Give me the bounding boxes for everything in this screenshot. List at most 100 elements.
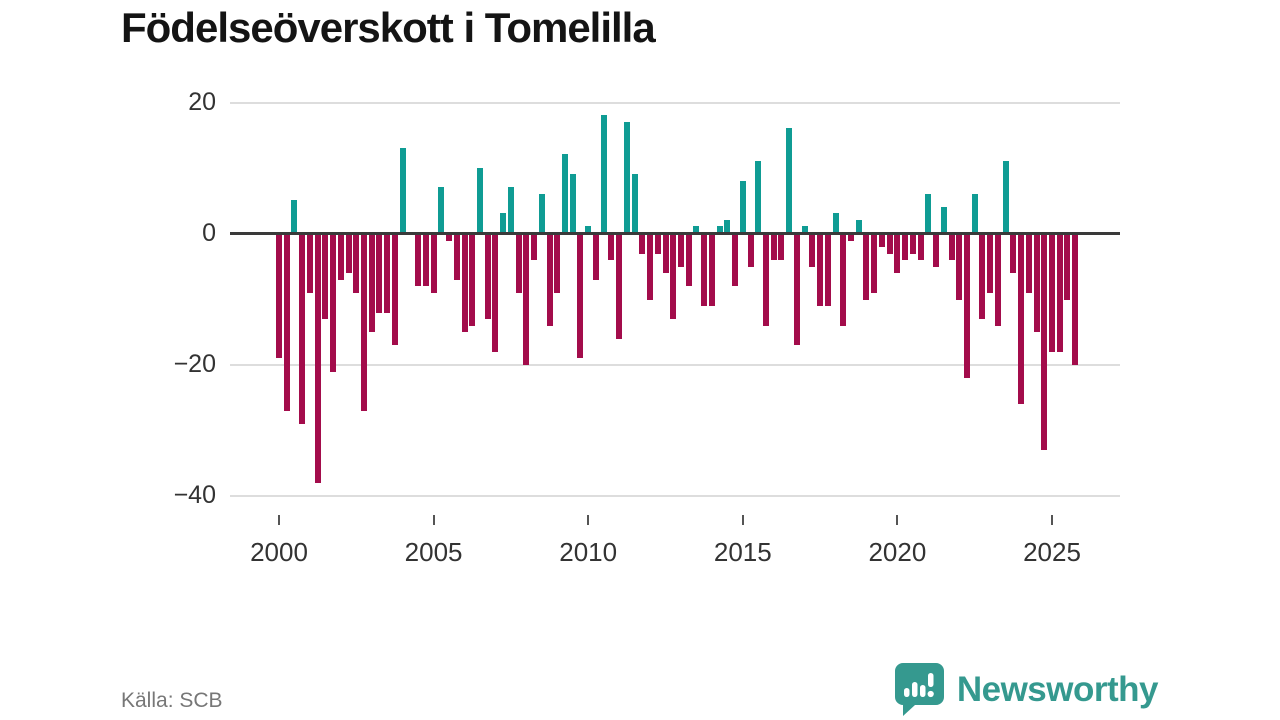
- bar: [322, 234, 329, 320]
- bar: [600, 115, 607, 233]
- bar: [384, 234, 391, 313]
- brand-name: Newsworthy: [956, 669, 1159, 709]
- bar: [886, 234, 893, 254]
- bar: [971, 193, 978, 233]
- bar: [747, 234, 754, 267]
- bar: [801, 226, 808, 233]
- bar: [755, 160, 762, 233]
- bar: [1041, 234, 1048, 451]
- bar: [933, 234, 940, 267]
- bar: [940, 206, 947, 233]
- bar: [1056, 234, 1063, 352]
- x-axis-tick-label: 2015: [713, 537, 772, 567]
- bar: [492, 234, 499, 352]
- x-axis-tick-label: 2025: [1023, 537, 1081, 567]
- bar: [353, 234, 360, 293]
- bar: [677, 234, 684, 267]
- bar: [484, 234, 491, 320]
- bar: [616, 234, 623, 339]
- bar: [778, 234, 785, 261]
- bar: [631, 174, 638, 233]
- bar: [438, 187, 445, 233]
- bar: [546, 234, 553, 326]
- bar: [361, 234, 368, 411]
- bar: [917, 234, 924, 261]
- bar: [878, 234, 885, 248]
- bar: [654, 234, 661, 254]
- bar: [956, 234, 963, 300]
- bar: [562, 154, 568, 233]
- bar: [647, 234, 654, 300]
- bar: [732, 234, 739, 287]
- bar: [415, 234, 422, 287]
- bar: [817, 234, 824, 307]
- gridline: [230, 495, 1120, 497]
- x-axis-tick: [587, 515, 590, 525]
- bar: [314, 234, 321, 483]
- bar: [623, 121, 630, 233]
- chart-bars-icon: [894, 663, 944, 716]
- bar: [554, 234, 561, 293]
- bar: [739, 180, 746, 233]
- bar: [1002, 160, 1009, 233]
- bar: [461, 234, 468, 333]
- bar: [662, 234, 669, 274]
- x-axis-tick-label: 2000: [250, 537, 308, 567]
- bar: [925, 193, 932, 233]
- x-axis-tick: [896, 515, 899, 525]
- source-label: Källa: SCB: [121, 689, 223, 712]
- bar: [909, 234, 916, 254]
- bar: [299, 234, 306, 424]
- bar: [291, 200, 298, 233]
- bar: [1033, 234, 1040, 333]
- bar: [894, 234, 901, 274]
- bar: [376, 234, 383, 313]
- x-axis-tick: [278, 515, 280, 525]
- bar: [770, 234, 777, 261]
- bar: [306, 234, 313, 293]
- bar: [1072, 234, 1079, 365]
- x-axis-tick: [432, 515, 435, 525]
- bar: [476, 167, 483, 233]
- bar: [500, 213, 507, 233]
- bar: [1018, 234, 1025, 405]
- y-axis-tick-label: 0: [202, 219, 216, 247]
- bar: [693, 226, 700, 233]
- bar: [987, 234, 994, 293]
- bar: [283, 234, 290, 411]
- zero-line: [230, 232, 1120, 235]
- bar: [716, 226, 723, 233]
- bar: [863, 234, 870, 300]
- bar: [809, 234, 816, 267]
- gridline: [230, 102, 1120, 104]
- bar: [724, 219, 731, 233]
- bar: [824, 234, 831, 307]
- bar: [832, 213, 839, 233]
- bar: [507, 187, 514, 233]
- bar: [670, 234, 677, 320]
- bar: [391, 234, 398, 346]
- bar: [685, 234, 692, 287]
- bar: [963, 234, 970, 379]
- gridline: [230, 364, 1120, 366]
- bar: [708, 234, 715, 307]
- x-axis-tick-label: 2010: [559, 537, 618, 567]
- bar: [793, 234, 800, 346]
- bar: [994, 234, 1001, 326]
- bar: [430, 234, 437, 293]
- bar: [446, 234, 453, 241]
- bar: [569, 174, 576, 233]
- bar: [515, 234, 522, 293]
- bar: [762, 234, 769, 326]
- y-axis-tick-label: −40: [173, 481, 216, 509]
- bar: [422, 234, 429, 287]
- bar: [855, 219, 862, 233]
- bar: [786, 128, 793, 233]
- brand-logo: Newsworthy: [893, 662, 1159, 717]
- bar: [902, 234, 909, 261]
- bar: [948, 234, 955, 261]
- bar: [469, 234, 476, 326]
- bar: [701, 234, 708, 307]
- bar: [577, 234, 584, 359]
